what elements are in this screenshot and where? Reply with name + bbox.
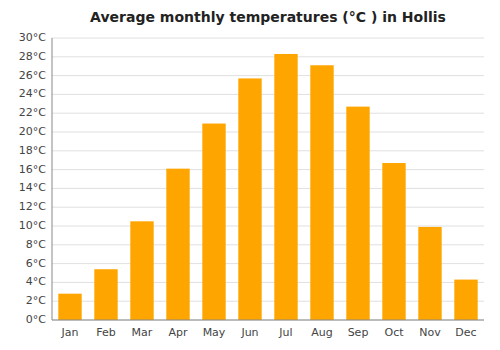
bar bbox=[238, 78, 261, 320]
y-tick-label: 20°C bbox=[19, 125, 46, 138]
bar bbox=[130, 221, 153, 320]
y-tick-label: 14°C bbox=[19, 181, 46, 194]
bar bbox=[382, 163, 405, 320]
grid-line bbox=[52, 188, 484, 189]
y-tick-label: 2°C bbox=[26, 294, 46, 307]
x-tick-label: Jan bbox=[61, 326, 79, 339]
bar bbox=[454, 280, 477, 320]
y-tick-label: 4°C bbox=[26, 275, 46, 288]
x-tick-label: Oct bbox=[384, 326, 404, 339]
grid-line bbox=[52, 169, 484, 170]
title: Average monthly temperatures (°C ) in Ho… bbox=[90, 9, 446, 25]
grid bbox=[52, 38, 484, 320]
y-tick-label: 24°C bbox=[19, 87, 46, 100]
grid-line bbox=[52, 320, 484, 321]
y-tick-label: 18°C bbox=[19, 144, 46, 157]
grid-line bbox=[52, 207, 484, 208]
chart-container: Average monthly temperatures (°C ) in Ho… bbox=[0, 0, 500, 350]
x-tick-label: Feb bbox=[96, 326, 115, 339]
grid-line bbox=[52, 113, 484, 114]
x-tick-label: Sep bbox=[348, 326, 369, 339]
x-tick-label: Apr bbox=[168, 326, 188, 339]
x-axis: Jan Feb Mar Apr May Jun Jul Aug Sep Oct Nov Dec bbox=[52, 38, 484, 339]
x-tick-label: May bbox=[203, 326, 226, 339]
grid-line bbox=[52, 75, 484, 76]
y-tick-label: 10°C bbox=[19, 219, 46, 232]
x-tick-label: Aug bbox=[311, 326, 332, 339]
y-tick-label: 30°C bbox=[19, 31, 46, 44]
y-tick-label: 16°C bbox=[19, 163, 46, 176]
grid-line bbox=[52, 94, 484, 95]
grid-line bbox=[52, 38, 484, 39]
bar bbox=[310, 65, 333, 320]
y-tick-label: 8°C bbox=[26, 238, 46, 251]
bar bbox=[418, 227, 441, 320]
grid-line bbox=[52, 132, 484, 133]
y-axis: 0°C 2°C 4°C 6°C 8°C 10°C 12°C 14°C 16°C 18°C 20°C 2… bbox=[19, 31, 46, 326]
grid-line bbox=[52, 56, 484, 57]
bar bbox=[58, 294, 81, 320]
x-axis-line bbox=[52, 320, 484, 321]
x-tick-label: Jul bbox=[278, 326, 292, 339]
y-tick-label: 6°C bbox=[26, 257, 46, 270]
bar bbox=[94, 269, 117, 320]
y-axis-line bbox=[52, 38, 53, 320]
bar bbox=[166, 169, 189, 320]
bars bbox=[58, 54, 477, 320]
y-tick-label: 0°C bbox=[26, 313, 46, 326]
grid-line bbox=[52, 226, 484, 227]
grid-line bbox=[52, 150, 484, 151]
chart: Average monthly temperatures (°C ) in Ho… bbox=[0, 0, 500, 350]
y-tick-label: 12°C bbox=[19, 200, 46, 213]
x-tick-label: Dec bbox=[455, 326, 476, 339]
x-tick-label: Nov bbox=[419, 326, 441, 339]
y-tick-label: 26°C bbox=[19, 69, 46, 82]
bar bbox=[202, 124, 225, 320]
y-tick-label: 28°C bbox=[19, 50, 46, 63]
bar bbox=[274, 54, 297, 320]
y-tick-label: 22°C bbox=[19, 106, 46, 119]
bar bbox=[346, 107, 369, 320]
x-tick-label: Mar bbox=[132, 326, 153, 339]
x-tick-label: Jun bbox=[240, 326, 258, 339]
